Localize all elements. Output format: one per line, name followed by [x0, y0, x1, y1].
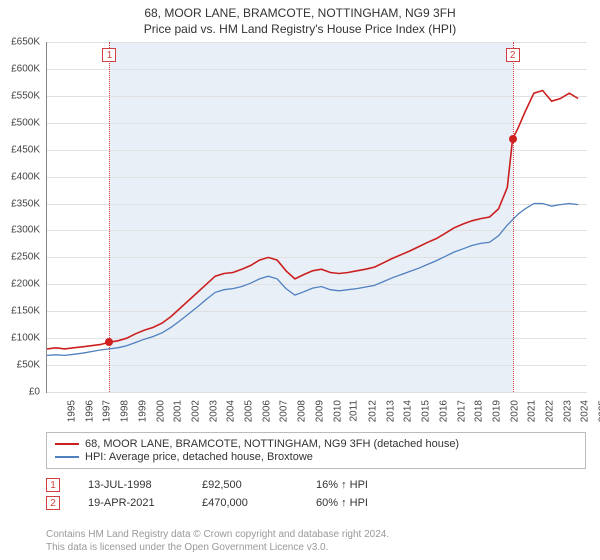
chart-title: 68, MOOR LANE, BRAMCOTE, NOTTINGHAM, NG9… — [0, 6, 600, 20]
series-line-price_paid — [47, 91, 578, 349]
sale-diff: 60% ↑ HPI — [316, 497, 402, 509]
x-axis-label: 2006 — [261, 400, 272, 422]
x-axis-label: 1997 — [102, 400, 113, 422]
x-axis-label: 2007 — [279, 400, 290, 422]
sales-row: 1 13-JUL-1998 £92,500 16% ↑ HPI — [46, 478, 586, 492]
x-axis-label: 2017 — [456, 400, 467, 422]
y-axis-label: £550K — [0, 90, 40, 101]
x-axis-label: 2016 — [438, 400, 449, 422]
x-axis-label: 2011 — [349, 400, 360, 422]
x-axis-label: 2002 — [190, 400, 201, 422]
sale-marker: 2 — [46, 496, 60, 510]
y-axis-label: £250K — [0, 252, 40, 263]
y-axis-label: £300K — [0, 225, 40, 236]
x-axis-label: 2020 — [509, 400, 520, 422]
x-axis-label: 2014 — [403, 400, 414, 422]
x-axis-label: 1995 — [66, 400, 77, 422]
series-svg — [47, 42, 587, 392]
x-axis-label: 2018 — [473, 400, 484, 422]
y-axis-label: £200K — [0, 279, 40, 290]
y-axis-label: £100K — [0, 333, 40, 344]
x-axis-label: 2012 — [367, 400, 378, 422]
x-axis-label: 2008 — [296, 400, 307, 422]
sale-date: 13-JUL-1998 — [88, 479, 174, 491]
sale-diff: 16% ↑ HPI — [316, 479, 402, 491]
chart-subtitle: Price paid vs. HM Land Registry's House … — [0, 22, 600, 36]
sale-date: 19-APR-2021 — [88, 497, 174, 509]
y-axis-label: £450K — [0, 144, 40, 155]
sale-price: £470,000 — [202, 497, 288, 509]
chart-container: 68, MOOR LANE, BRAMCOTE, NOTTINGHAM, NG9… — [0, 0, 600, 560]
x-axis-label: 1999 — [137, 400, 148, 422]
y-axis-label: £350K — [0, 198, 40, 209]
title-block: 68, MOOR LANE, BRAMCOTE, NOTTINGHAM, NG9… — [0, 0, 600, 36]
y-axis-label: £650K — [0, 37, 40, 48]
x-axis-label: 2022 — [544, 400, 555, 422]
gridline — [47, 392, 587, 393]
x-axis-label: 2000 — [155, 400, 166, 422]
x-axis-label: 2004 — [226, 400, 237, 422]
sales-table: 1 13-JUL-1998 £92,500 16% ↑ HPI 2 19-APR… — [46, 478, 586, 514]
x-axis-label: 2023 — [562, 400, 573, 422]
x-axis-label: 2019 — [491, 400, 502, 422]
sale-marker: 1 — [46, 478, 60, 492]
y-axis-label: £600K — [0, 63, 40, 74]
footer-attribution: Contains HM Land Registry data © Crown c… — [46, 529, 389, 554]
legend-label: 68, MOOR LANE, BRAMCOTE, NOTTINGHAM, NG9… — [85, 438, 459, 450]
sales-row: 2 19-APR-2021 £470,000 60% ↑ HPI — [46, 496, 586, 510]
x-axis-label: 2001 — [172, 400, 183, 422]
x-axis-label: 2024 — [580, 400, 591, 422]
legend: 68, MOOR LANE, BRAMCOTE, NOTTINGHAM, NG9… — [46, 432, 586, 469]
footer-line: Contains HM Land Registry data © Crown c… — [46, 529, 389, 542]
sale-price: £92,500 — [202, 479, 288, 491]
x-axis-label: 2010 — [332, 400, 343, 422]
y-axis-label: £400K — [0, 171, 40, 182]
x-axis-label: 1998 — [119, 400, 130, 422]
legend-item-hpi: HPI: Average price, detached house, Brox… — [55, 451, 577, 463]
plot-region: 12 — [46, 42, 587, 393]
x-axis-label: 2021 — [527, 400, 538, 422]
x-axis-label: 2013 — [385, 400, 396, 422]
series-line-hpi — [47, 204, 578, 356]
footer-line: This data is licensed under the Open Gov… — [46, 542, 389, 555]
x-axis-label: 2009 — [314, 400, 325, 422]
x-axis-label: 2003 — [208, 400, 219, 422]
x-axis-label: 2015 — [420, 400, 431, 422]
legend-swatch — [55, 456, 79, 458]
legend-swatch — [55, 443, 79, 445]
y-axis-label: £0 — [0, 387, 40, 398]
x-axis-label: 1996 — [84, 400, 95, 422]
y-axis-label: £150K — [0, 306, 40, 317]
y-axis-label: £50K — [0, 360, 40, 371]
x-axis-label: 2005 — [243, 400, 254, 422]
y-axis-label: £500K — [0, 117, 40, 128]
legend-label: HPI: Average price, detached house, Brox… — [85, 451, 313, 463]
chart-area: 12 £0£50K£100K£150K£200K£250K£300K£350K£… — [46, 42, 586, 392]
legend-item-price-paid: 68, MOOR LANE, BRAMCOTE, NOTTINGHAM, NG9… — [55, 438, 577, 450]
